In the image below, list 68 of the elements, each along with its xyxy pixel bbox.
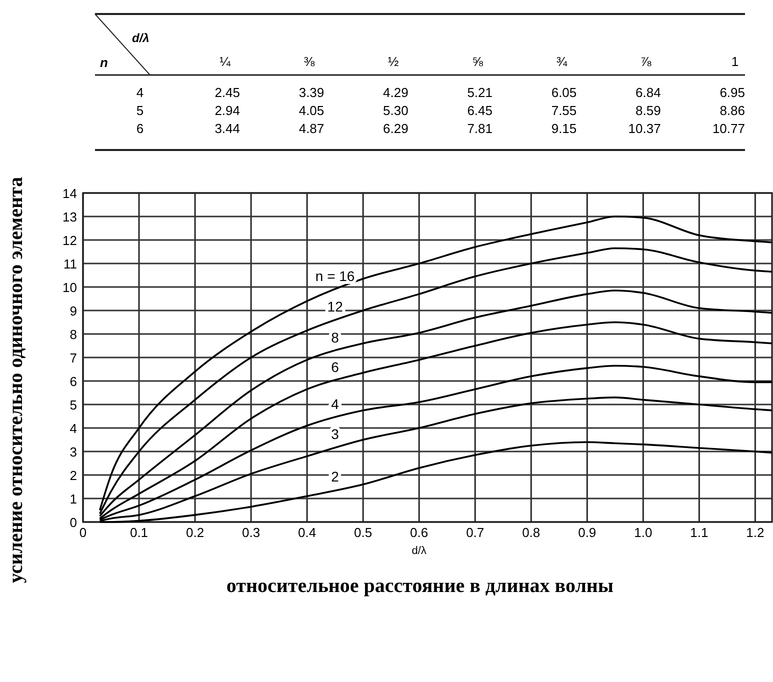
data-label: 4.29 [383,85,408,100]
x-tick-label: 1.2 [746,525,764,540]
x-tick-label: 0 [79,525,87,540]
x-tick-label: ⅜ [304,54,315,69]
data-label: 6.84 [636,85,661,100]
data-label: 6.29 [383,121,408,136]
y-tick-label: 8 [70,327,77,342]
x-tick-label: ¼ [220,54,231,69]
x-tick-label: ⅝ [472,54,484,69]
text: относительное расстояние в длинах волны [226,575,614,597]
data-label: 9.15 [551,121,577,136]
y-tick-label: 6 [70,374,77,389]
x-tick-label: 1.0 [634,525,652,540]
series-label: n = 16 [315,268,355,284]
y-tick-label: 4 [136,85,144,100]
x-tick-label: 0.6 [410,525,428,540]
y-tick-label: 5 [136,103,144,118]
y-axis-title: n [100,55,108,70]
data-label: 5.21 [467,85,492,100]
data-label: 6.95 [720,85,745,100]
data-label: 2.94 [214,103,240,118]
data-label: 6.45 [467,103,492,118]
y-tick-label: 6 [136,121,144,136]
y-tick-label: 0 [70,515,77,530]
data-label: 10.37 [628,121,661,136]
y-tick-label: 5 [70,398,77,412]
y-tick-label: 2 [70,468,77,483]
data-label: 5.30 [383,103,408,118]
data-label: 4.05 [298,103,324,118]
y-tick-label: 4 [70,421,77,436]
data-label: 6.05 [551,85,577,100]
x-tick-label: 0.9 [578,525,596,540]
y-tick-label: 9 [70,304,77,318]
x-axis-title: d/λ [412,545,427,557]
data-label: 8.86 [720,103,745,118]
data-label: 4.87 [298,121,324,136]
data-label: 10.77 [712,121,745,136]
y-tick-label: 12 [62,233,77,248]
x-tick-label: 0.4 [298,525,316,540]
x-tick-label: 0.2 [186,525,204,540]
x-tick-label: 0.5 [354,525,372,540]
data-label: 8.59 [636,103,661,118]
y-tick-label: 14 [62,186,77,201]
x-tick-label: ⅞ [640,54,652,69]
y-tick-label: 7 [70,350,77,366]
y-tick-label: 10 [62,280,77,295]
x-tick-label: 1 [731,54,739,69]
data-label: 7.55 [551,103,577,118]
series-label: 3 [331,426,340,442]
y-tick-label: 3 [70,444,77,460]
x-tick-label: 0.8 [522,525,540,540]
y-tick-label: 13 [62,210,77,224]
x-tick-label: 1.1 [690,525,708,540]
data-label: 3.44 [214,121,240,136]
series-label: 8 [331,330,340,346]
x-tick-label: 0.1 [130,525,148,540]
x-tick-label: 0.7 [466,525,484,540]
data-label: 2.45 [214,85,240,100]
y-axis-title: усиление относительно одиночного элемента [5,176,27,584]
y-tick-label: 1 [70,492,77,506]
series-label: 6 [331,359,340,375]
x-tick-label: ¾ [556,54,568,69]
x-tick-label: ½ [388,54,399,69]
x-tick-label: 0.3 [242,525,260,540]
data-label: 7.81 [467,121,492,136]
x-axis-title: d/λ [132,31,150,45]
data-label: 3.39 [298,85,324,100]
y-tick-label: 11 [64,256,77,272]
